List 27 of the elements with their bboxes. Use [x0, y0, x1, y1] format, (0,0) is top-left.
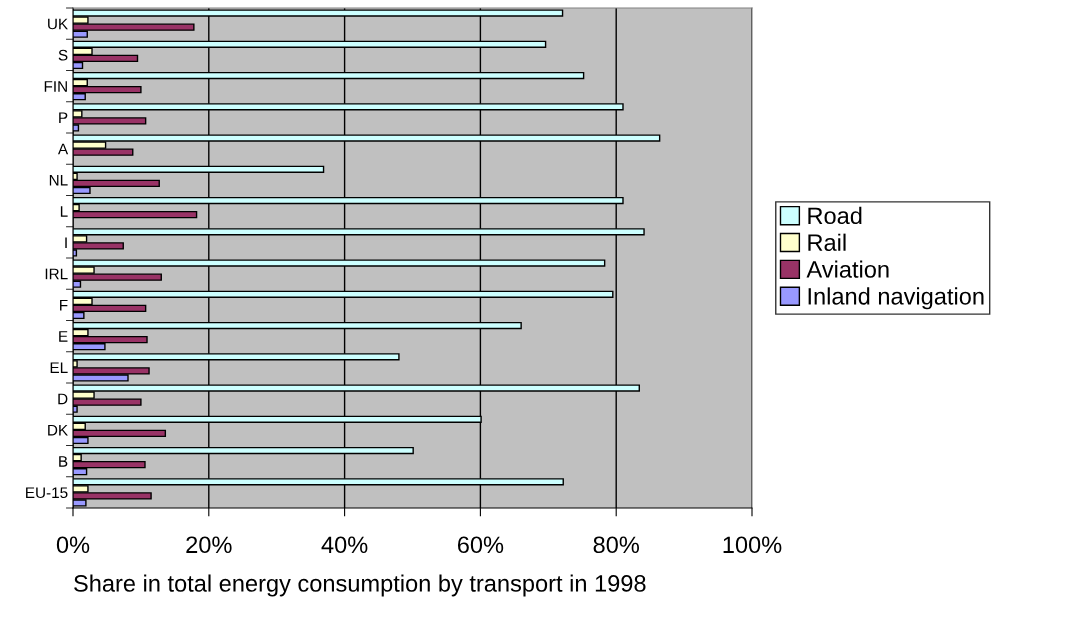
y-tick-label: I: [65, 237, 67, 248]
y-tick-label: B: [59, 456, 68, 467]
y-tick-label: UK: [48, 18, 68, 30]
x-tick-label: 100%: [723, 536, 782, 554]
legend-label: Road: [808, 206, 862, 225]
x-tick-label: 40%: [321, 536, 368, 554]
y-tick-label: IRL: [45, 268, 68, 280]
y-tick-label: E: [59, 331, 68, 342]
x-tick-label: 60%: [457, 536, 504, 554]
y-tick-label: S: [58, 49, 68, 61]
legend-label: Rail: [808, 233, 846, 251]
y-tick-label: P: [59, 112, 68, 123]
y-tick-label: L: [60, 206, 68, 217]
y-tick-label: FIN: [44, 81, 67, 92]
y-tick-label: A: [57, 143, 69, 155]
y-tick-label: EL: [50, 362, 68, 373]
x-tick-label: 80%: [593, 536, 639, 554]
y-tick-label: DK: [48, 424, 68, 436]
y-tick-label: NL: [49, 174, 68, 186]
legend-label: Inland navigation: [808, 287, 984, 310]
x-tick-label: 20%: [186, 536, 232, 554]
x-tick-label: 0%: [56, 536, 90, 554]
y-tick-label: D: [58, 393, 68, 405]
legend-label: Aviation: [806, 260, 889, 278]
x-axis-title: Share in total energy consumption by transport in 1998: [74, 574, 646, 597]
y-tick-label: F: [60, 299, 68, 311]
y-tick-label: EU-15: [26, 487, 68, 499]
